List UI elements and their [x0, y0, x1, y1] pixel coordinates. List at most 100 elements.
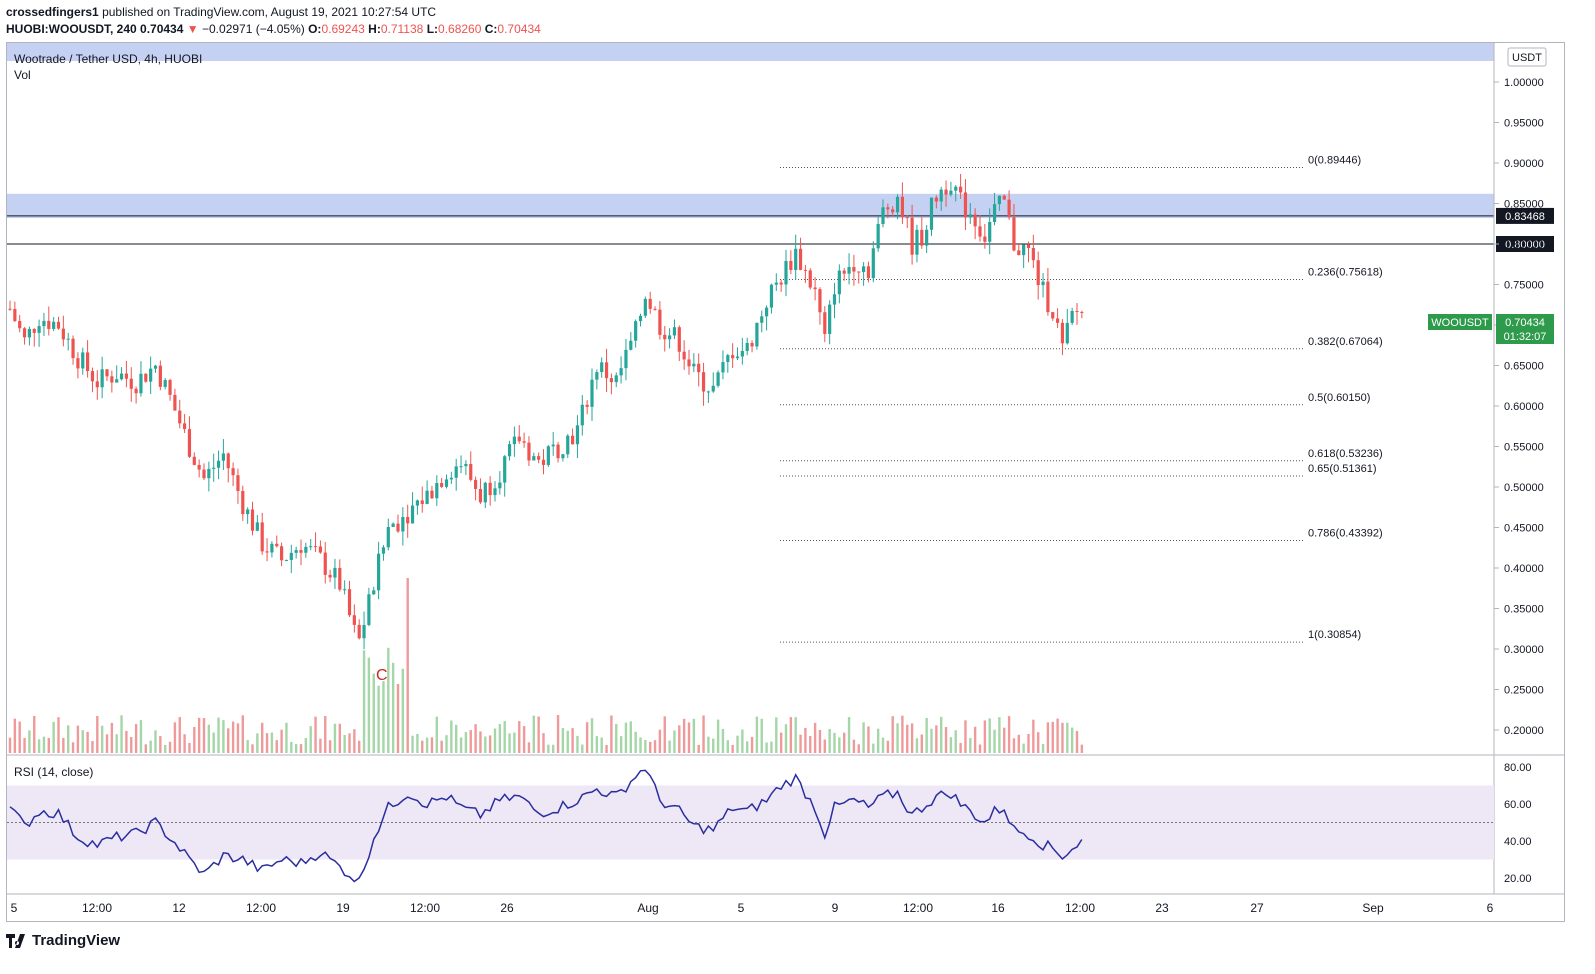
- volume-bar: [178, 717, 181, 753]
- volume-bar: [585, 722, 589, 753]
- candle-body: [629, 340, 633, 350]
- candle-body: [944, 189, 948, 195]
- candle-body: [32, 328, 36, 333]
- candle-body: [794, 248, 798, 270]
- volume-bar: [881, 737, 885, 753]
- volume-bar: [241, 715, 244, 753]
- legend-pair: Wootrade / Tether USD, 4h, HUOBI: [14, 52, 202, 66]
- volume-bar: [595, 736, 599, 753]
- horizontal-line-tag: [1496, 207, 1554, 224]
- candle-body: [304, 546, 308, 553]
- open-label: O:: [308, 22, 322, 36]
- volume-bar: [1027, 733, 1030, 753]
- x-axis-label: 5: [738, 901, 745, 915]
- volume-bar: [920, 734, 923, 753]
- candle-body: [105, 369, 109, 377]
- candle-body: [925, 229, 929, 246]
- fib-level-label: 0.5(0.60150): [1308, 392, 1370, 404]
- volume-bar: [183, 734, 186, 753]
- volume-bar: [91, 741, 94, 753]
- volume-bar: [527, 742, 531, 753]
- x-axis-label: 12:00: [82, 901, 112, 915]
- volume-bar: [915, 738, 919, 753]
- candle-body: [299, 550, 303, 553]
- volume-bar: [988, 718, 991, 753]
- candle-body: [488, 482, 492, 496]
- price-tag-symbol: WOOUSDT: [1431, 317, 1489, 329]
- volume-bar: [479, 731, 482, 753]
- x-axis-label: 9: [832, 901, 839, 915]
- volume-bar: [294, 744, 298, 753]
- volume-bar: [110, 722, 114, 753]
- candle-body: [716, 372, 720, 386]
- volume-bar: [779, 732, 783, 753]
- author-name[interactable]: crossedfingers1: [6, 5, 99, 19]
- volume-bar: [741, 729, 744, 753]
- tradingview-logo[interactable]: TradingView: [6, 932, 120, 949]
- y-axis-label: 0.30000: [1504, 644, 1544, 656]
- tradingview-logo-icon: [6, 933, 25, 948]
- volume-bar: [978, 744, 982, 753]
- volume-bar: [794, 717, 797, 753]
- volume-bar: [770, 741, 773, 753]
- candle-body: [294, 550, 298, 553]
- volume-bar: [416, 733, 419, 753]
- y-axis-label: 0.80000: [1504, 239, 1544, 251]
- candle-body: [318, 546, 322, 553]
- volume-bar: [23, 737, 26, 753]
- candle-body: [939, 189, 943, 202]
- volume-bar: [513, 732, 516, 753]
- candle-body: [1070, 310, 1074, 323]
- close-label: C:: [484, 22, 498, 36]
- candle-body: [1075, 310, 1079, 312]
- volume-bar: [876, 728, 880, 753]
- candle-body: [231, 468, 235, 476]
- volume-bar: [634, 731, 637, 753]
- rsi-line: [9, 769, 1083, 883]
- price-tag-symbol-bg: [1428, 314, 1492, 330]
- candle-body: [512, 436, 516, 445]
- y-axis-label: 0.35000: [1504, 604, 1544, 616]
- candle-body: [1031, 248, 1035, 261]
- candle-body: [149, 368, 153, 382]
- x-axis-label: 19: [336, 901, 350, 915]
- volume-bar: [750, 736, 754, 753]
- currency-box[interactable]: [1507, 47, 1547, 67]
- candle-body: [381, 547, 386, 554]
- candle-body: [110, 376, 114, 383]
- candle-body: [280, 546, 284, 561]
- volume-bar: [629, 721, 632, 753]
- volume-bar: [949, 737, 953, 753]
- volume-bar: [391, 662, 395, 753]
- candle-body: [672, 327, 677, 336]
- candle-body: [37, 326, 41, 333]
- x-axis-label: 23: [1155, 901, 1169, 915]
- volume-bar: [906, 724, 909, 753]
- candle-body: [493, 488, 497, 496]
- fib-level-label: 0.236(0.75618): [1308, 266, 1383, 278]
- candle-body: [997, 195, 1001, 205]
- volume-bar: [944, 726, 948, 753]
- volume-bar: [261, 722, 264, 753]
- open-value: 0.69243: [321, 22, 365, 36]
- letter-marker: C: [376, 667, 388, 684]
- candle-body: [357, 624, 361, 639]
- volume-bar: [236, 723, 240, 753]
- volume-bar: [673, 730, 676, 753]
- legend-vol[interactable]: Vol: [14, 68, 31, 82]
- low-value: 0.68260: [438, 22, 482, 36]
- y-axis-label: 0.50000: [1504, 482, 1544, 494]
- top-zone: [7, 43, 1494, 61]
- volume-bar: [149, 740, 152, 753]
- volume-bar: [1056, 718, 1059, 753]
- volume-bar: [925, 717, 928, 753]
- candle-body: [823, 312, 827, 334]
- volume-bar: [493, 728, 497, 753]
- resistance-zone: [7, 193, 1494, 219]
- volume-bar: [1051, 721, 1054, 753]
- candle-body: [920, 229, 924, 246]
- y-axis-label: 0.95000: [1504, 118, 1544, 130]
- volume-bar: [804, 727, 807, 753]
- volume-bar: [542, 733, 545, 753]
